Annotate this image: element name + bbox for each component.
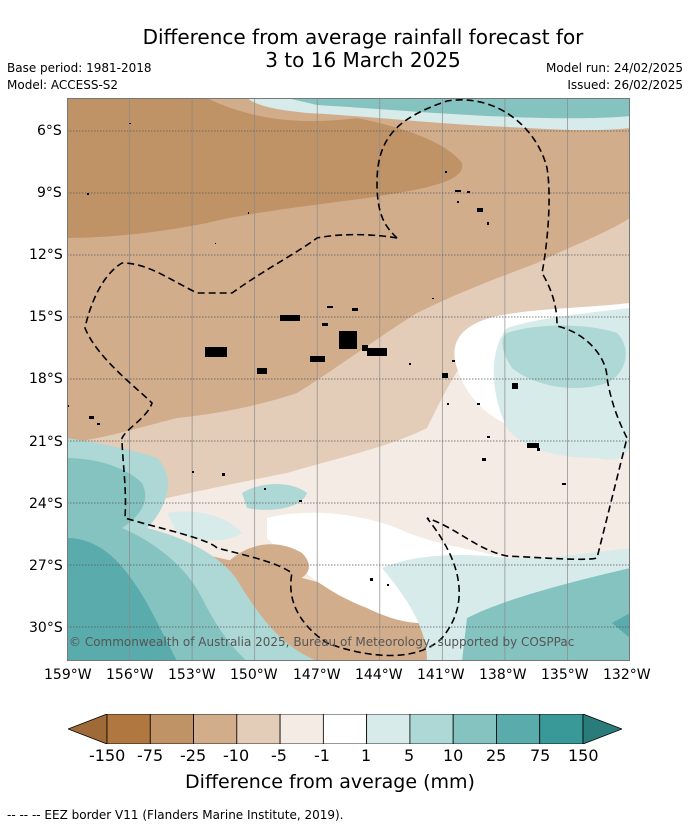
colorbar-label-neg25: -25 bbox=[180, 746, 207, 765]
lon-tick-141w: 141°W bbox=[417, 667, 465, 683]
colorbar-bin bbox=[279, 714, 324, 744]
map-title-line2: 3 to 16 March 2025 bbox=[265, 48, 461, 72]
colorbar-label-neg5: -5 bbox=[271, 746, 287, 765]
colorbar-label-10: 10 bbox=[443, 746, 464, 765]
colorbar-bin bbox=[149, 714, 194, 744]
colorbar-bin bbox=[496, 714, 541, 744]
colorbar-bin bbox=[452, 714, 497, 744]
lat-tick-6s: 6°S bbox=[37, 123, 62, 139]
lat-tick-30s: 30°S bbox=[29, 620, 63, 636]
lon-tick-144w: 144°W bbox=[355, 667, 403, 683]
lon-tick-147w: 147°W bbox=[293, 667, 341, 683]
colorbar-label-neg75: -75 bbox=[137, 746, 164, 765]
lat-tick-15s: 15°S bbox=[29, 309, 63, 325]
issued-label: Issued: 26/02/2025 bbox=[567, 78, 683, 92]
island-markers bbox=[67, 123, 566, 586]
lon-tick-135w: 135°W bbox=[541, 667, 589, 683]
anomaly-patch-1-5-southwest bbox=[167, 511, 242, 541]
colorbar-label-neg10: -10 bbox=[223, 746, 250, 765]
colorbar-label-25: 25 bbox=[486, 746, 507, 765]
colorbar-bin bbox=[366, 714, 411, 744]
anomaly-region-neg1-1-east bbox=[454, 303, 630, 440]
colorbar-bin bbox=[193, 714, 238, 744]
map-title-line1: Difference from average rainfall forecas… bbox=[142, 25, 584, 49]
map-frame bbox=[67, 98, 630, 661]
eez-legend-note: -- -- -- EEZ border V11 (Flanders Marine… bbox=[7, 808, 344, 822]
lat-tick-12s: 12°S bbox=[29, 247, 63, 263]
base-period-label: Base period: 1981-2018 bbox=[7, 61, 152, 75]
lon-tick-138w: 138°W bbox=[479, 667, 527, 683]
lat-tick-24s: 24°S bbox=[29, 496, 63, 512]
colorbar-label-neg150: -150 bbox=[89, 746, 126, 765]
eez-border bbox=[84, 99, 628, 657]
colorbar-label-5: 5 bbox=[404, 746, 415, 765]
model-run-label: Model run: 24/02/2025 bbox=[545, 61, 683, 75]
colorbar-label-neg1: -1 bbox=[314, 746, 330, 765]
colorbar-title: Difference from average (mm) bbox=[185, 771, 475, 793]
parallel-gridlines bbox=[67, 130, 630, 628]
colorbar-bin bbox=[409, 714, 454, 744]
lat-tick-21s: 21°S bbox=[29, 434, 63, 450]
colorbar bbox=[68, 714, 622, 744]
anomaly-region-25-75-southwest bbox=[67, 538, 177, 661]
anomaly-patch-5-10-central bbox=[242, 484, 307, 510]
colorbar-arrow-high bbox=[582, 714, 622, 744]
colorbar-bin bbox=[322, 714, 368, 744]
anomaly-region-25-75-southeast bbox=[612, 613, 630, 638]
anomaly-region-neg75-north bbox=[67, 98, 463, 238]
meridian-gridlines bbox=[129, 98, 568, 661]
colorbar-bin bbox=[236, 714, 281, 744]
rainfall-anomaly-map bbox=[67, 98, 630, 661]
colorbar-bin bbox=[539, 714, 584, 744]
colorbar-label-75: 75 bbox=[530, 746, 551, 765]
lat-tick-27s: 27°S bbox=[29, 558, 63, 574]
lon-tick-153w: 153°W bbox=[168, 667, 216, 683]
lon-tick-150w: 150°W bbox=[230, 667, 278, 683]
colorbar-label-150: 150 bbox=[568, 746, 599, 765]
model-label: Model: ACCESS-S2 bbox=[7, 78, 119, 92]
colorbar-arrow-low bbox=[68, 714, 108, 744]
anomaly-region-10-25-southeast bbox=[462, 568, 630, 661]
copyright-notice: © Commonwealth of Australia 2025, Bureau… bbox=[69, 635, 575, 649]
lon-tick-156w: 156°W bbox=[106, 667, 154, 683]
lon-tick-159w: 159°W bbox=[44, 667, 92, 683]
lat-tick-9s: 9°S bbox=[37, 185, 62, 201]
anomaly-region-5-10-east bbox=[502, 325, 626, 388]
anomaly-patch-neg25-neg10-south bbox=[227, 544, 309, 583]
lon-tick-132w: 132°W bbox=[603, 667, 651, 683]
colorbar-label-1: 1 bbox=[361, 746, 372, 765]
colorbar-bin bbox=[106, 714, 151, 744]
lat-tick-18s: 18°S bbox=[29, 371, 63, 387]
anomaly-strip-10-25-north bbox=[287, 98, 630, 119]
